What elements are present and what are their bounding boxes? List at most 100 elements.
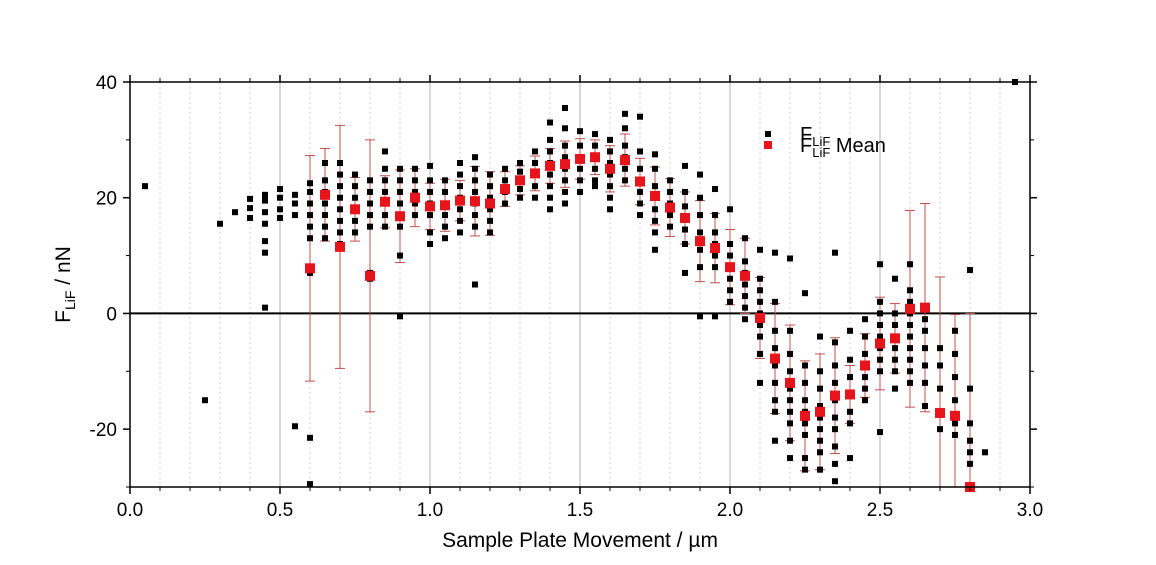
raw-point	[832, 443, 838, 450]
x-tick-label: 3.0	[1017, 500, 1043, 521]
raw-point	[352, 229, 358, 236]
raw-point	[787, 437, 793, 444]
raw-point	[412, 177, 418, 184]
raw-point	[697, 246, 703, 253]
mean-point	[380, 196, 390, 207]
mean-point	[425, 201, 435, 212]
raw-point	[832, 339, 838, 346]
raw-point	[667, 188, 673, 195]
error-bar	[935, 276, 945, 487]
raw-point	[952, 350, 958, 357]
raw-point	[742, 258, 748, 265]
raw-point	[922, 379, 928, 386]
raw-point	[907, 379, 913, 386]
raw-point	[427, 188, 433, 195]
mean-point	[650, 190, 660, 201]
raw-point	[652, 183, 658, 190]
raw-point	[307, 200, 313, 207]
y-tick-label: 40	[96, 73, 117, 94]
raw-point	[547, 119, 553, 126]
raw-point	[562, 154, 568, 161]
raw-point	[562, 142, 568, 149]
raw-point	[652, 165, 658, 172]
raw-point	[907, 356, 913, 363]
x-tick-label: 0.0	[117, 500, 143, 521]
raw-point	[952, 397, 958, 404]
raw-point	[367, 212, 373, 219]
raw-point	[382, 165, 388, 172]
raw-point	[757, 379, 763, 386]
raw-point	[457, 160, 463, 166]
raw-point	[877, 298, 883, 305]
raw-point	[367, 188, 373, 195]
mean-point	[665, 202, 675, 213]
x-tick-label: 2.5	[867, 500, 893, 521]
raw-points	[142, 79, 1018, 488]
raw-point	[967, 420, 973, 427]
y-tick-label: 0	[106, 304, 117, 325]
raw-point	[742, 304, 748, 311]
raw-point	[952, 431, 958, 438]
raw-point	[847, 420, 853, 427]
mean-point	[785, 377, 795, 388]
raw-point	[577, 177, 583, 184]
raw-point	[937, 385, 943, 392]
raw-point	[262, 209, 268, 216]
raw-point	[307, 180, 313, 187]
raw-point	[802, 431, 808, 438]
x-tick-label: 1.0	[417, 500, 443, 521]
mean-point	[395, 211, 405, 222]
mean-point	[800, 410, 810, 421]
raw-point	[367, 177, 373, 184]
raw-point	[622, 177, 628, 184]
raw-point	[832, 379, 838, 386]
raw-point	[472, 154, 478, 161]
raw-point	[682, 226, 688, 233]
raw-point	[277, 194, 283, 201]
mean-point	[515, 175, 525, 186]
raw-point	[247, 214, 253, 221]
raw-point	[517, 186, 523, 193]
raw-point	[292, 200, 298, 207]
raw-point	[607, 194, 613, 201]
raw-point	[292, 423, 298, 430]
raw-point	[502, 177, 508, 184]
raw-point	[382, 212, 388, 219]
raw-point	[802, 290, 808, 297]
raw-point	[907, 333, 913, 340]
raw-point	[352, 171, 358, 178]
raw-point	[367, 200, 373, 207]
raw-point	[652, 217, 658, 224]
raw-point	[697, 264, 703, 271]
raw-point	[382, 188, 388, 195]
mean-point	[335, 241, 345, 252]
raw-point	[427, 212, 433, 219]
raw-point	[637, 212, 643, 219]
raw-point	[697, 229, 703, 236]
raw-point	[637, 148, 643, 155]
raw-point	[787, 455, 793, 462]
mean-point	[830, 390, 840, 401]
raw-point	[667, 177, 673, 184]
raw-point	[757, 298, 763, 305]
raw-point	[562, 177, 568, 184]
raw-point	[772, 362, 778, 369]
raw-point	[457, 183, 463, 190]
raw-point	[262, 249, 268, 256]
raw-point	[892, 356, 898, 363]
raw-point	[412, 212, 418, 219]
raw-point	[817, 426, 823, 433]
raw-point	[877, 310, 883, 317]
legend-marker-raw	[765, 131, 771, 137]
raw-point	[352, 217, 358, 224]
mean-point	[860, 360, 870, 371]
raw-point	[397, 165, 403, 172]
mean-point	[680, 212, 690, 223]
raw-point	[592, 183, 598, 190]
raw-point	[742, 316, 748, 323]
raw-point	[142, 183, 148, 190]
raw-point	[712, 252, 718, 259]
raw-point	[487, 229, 493, 236]
mean-point	[305, 263, 315, 274]
raw-point	[727, 252, 733, 259]
